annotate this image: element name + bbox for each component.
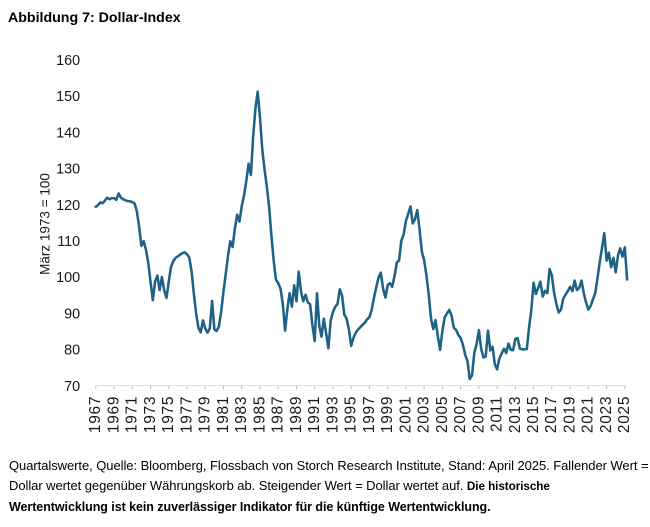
svg-text:März 1973 = 100: März 1973 = 100 (38, 173, 53, 275)
svg-text:2009: 2009 (470, 396, 487, 433)
svg-text:1985: 1985 (251, 396, 268, 433)
svg-text:70: 70 (64, 379, 80, 395)
svg-text:2003: 2003 (416, 396, 433, 433)
svg-text:90: 90 (64, 306, 80, 322)
svg-text:1971: 1971 (124, 396, 141, 433)
svg-text:1969: 1969 (105, 396, 122, 433)
svg-text:1983: 1983 (233, 396, 250, 433)
svg-text:2011: 2011 (489, 396, 506, 432)
svg-text:120: 120 (56, 198, 80, 214)
svg-text:1995: 1995 (343, 396, 360, 433)
svg-text:1977: 1977 (178, 396, 195, 433)
svg-text:110: 110 (57, 234, 80, 250)
svg-text:1989: 1989 (288, 396, 305, 433)
svg-text:150: 150 (56, 89, 80, 105)
svg-text:2013: 2013 (507, 396, 524, 433)
svg-text:80: 80 (64, 343, 80, 359)
svg-text:1981: 1981 (215, 396, 232, 433)
svg-text:1975: 1975 (160, 396, 177, 433)
svg-text:100: 100 (56, 270, 80, 286)
svg-text:2007: 2007 (452, 396, 469, 433)
svg-text:1987: 1987 (270, 396, 287, 433)
svg-text:2025: 2025 (616, 396, 633, 433)
svg-text:1999: 1999 (379, 396, 396, 433)
svg-text:1979: 1979 (197, 396, 214, 433)
svg-text:2017: 2017 (543, 396, 560, 433)
svg-text:2021: 2021 (580, 396, 597, 433)
svg-text:1993: 1993 (324, 396, 341, 433)
svg-text:1973: 1973 (142, 396, 159, 433)
svg-text:130: 130 (56, 162, 80, 178)
svg-text:2019: 2019 (562, 396, 579, 433)
svg-text:1991: 1991 (306, 396, 323, 433)
svg-text:1997: 1997 (361, 396, 378, 433)
svg-text:160: 160 (56, 53, 80, 69)
svg-text:2005: 2005 (434, 396, 451, 433)
svg-text:140: 140 (56, 125, 80, 141)
svg-text:2015: 2015 (525, 396, 542, 433)
svg-text:2023: 2023 (598, 396, 615, 433)
svg-text:2001: 2001 (397, 396, 414, 433)
svg-text:1967: 1967 (87, 396, 104, 433)
